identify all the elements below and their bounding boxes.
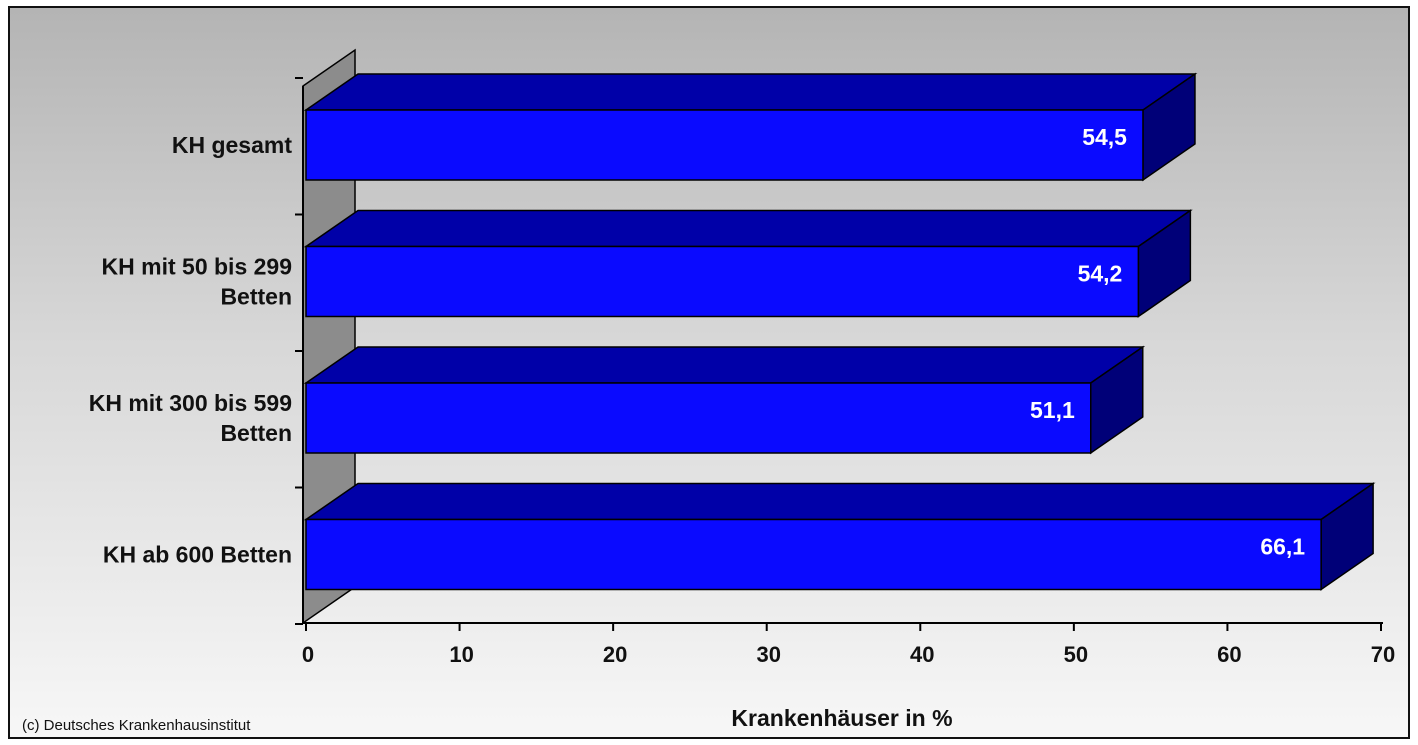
x-tick-label: 40 [910, 642, 934, 667]
bar-top-face [303, 209, 1193, 248]
bar [305, 245, 1140, 318]
bar [305, 109, 1144, 181]
bar [305, 518, 1322, 591]
bar-chart: 0 10 20 30 40 50 60 70 54,5 KH gesamt 54,2 KH mit 5… [22, 48, 1395, 734]
x-tick-label: 30 [756, 642, 780, 667]
x-tick-label: 20 [603, 642, 627, 667]
bar-value-label: 54,5 [1082, 124, 1127, 150]
x-tick-label: 70 [1371, 642, 1395, 667]
category-label: KH mit 50 bis 299 [102, 254, 292, 280]
x-axis-title: Krankenhäuser in % [731, 705, 952, 731]
x-tick-label: 10 [449, 642, 473, 667]
bar-top-face [303, 73, 1198, 111]
category-label: Betten [220, 420, 292, 446]
x-tick-label: 50 [1064, 642, 1088, 667]
bar-value-label: 66,1 [1260, 534, 1305, 560]
bar-value-label: 54,2 [1078, 261, 1123, 287]
x-tick-label: 0 [302, 642, 314, 667]
x-tick-label: 60 [1217, 642, 1241, 667]
copyright-note: (c) Deutsches Krankenhausinstitut [22, 717, 251, 734]
bar-value-label: 51,1 [1030, 397, 1075, 423]
bar-top-face [303, 482, 1376, 521]
bar-top-face [303, 346, 1146, 384]
chart-frame: 0 10 20 30 40 50 60 70 54,5 KH gesamt 54,2 KH mit 5… [8, 6, 1410, 739]
category-label: KH gesamt [172, 132, 292, 158]
bar [305, 382, 1092, 454]
category-label: KH ab 600 Betten [103, 542, 292, 568]
category-label: KH mit 300 bis 599 [89, 390, 292, 416]
category-label: Betten [220, 284, 292, 310]
